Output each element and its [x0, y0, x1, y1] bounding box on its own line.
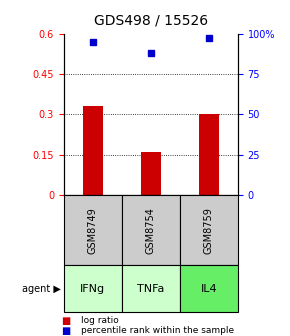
Text: ■: ■ — [61, 326, 70, 336]
Text: IFNg: IFNg — [80, 284, 105, 294]
Text: GDS498 / 15526: GDS498 / 15526 — [94, 13, 208, 28]
Bar — [199, 114, 219, 195]
Bar — [83, 106, 103, 195]
Text: GSM8749: GSM8749 — [88, 207, 98, 254]
Text: IL4: IL4 — [200, 284, 217, 294]
Text: percentile rank within the sample: percentile rank within the sample — [81, 327, 234, 335]
Text: agent ▶: agent ▶ — [22, 284, 61, 294]
Text: GSM8759: GSM8759 — [204, 207, 214, 254]
Text: TNFa: TNFa — [137, 284, 164, 294]
Text: GSM8754: GSM8754 — [146, 207, 156, 254]
Bar — [141, 152, 161, 195]
Text: log ratio: log ratio — [81, 317, 119, 325]
Text: ■: ■ — [61, 316, 70, 326]
